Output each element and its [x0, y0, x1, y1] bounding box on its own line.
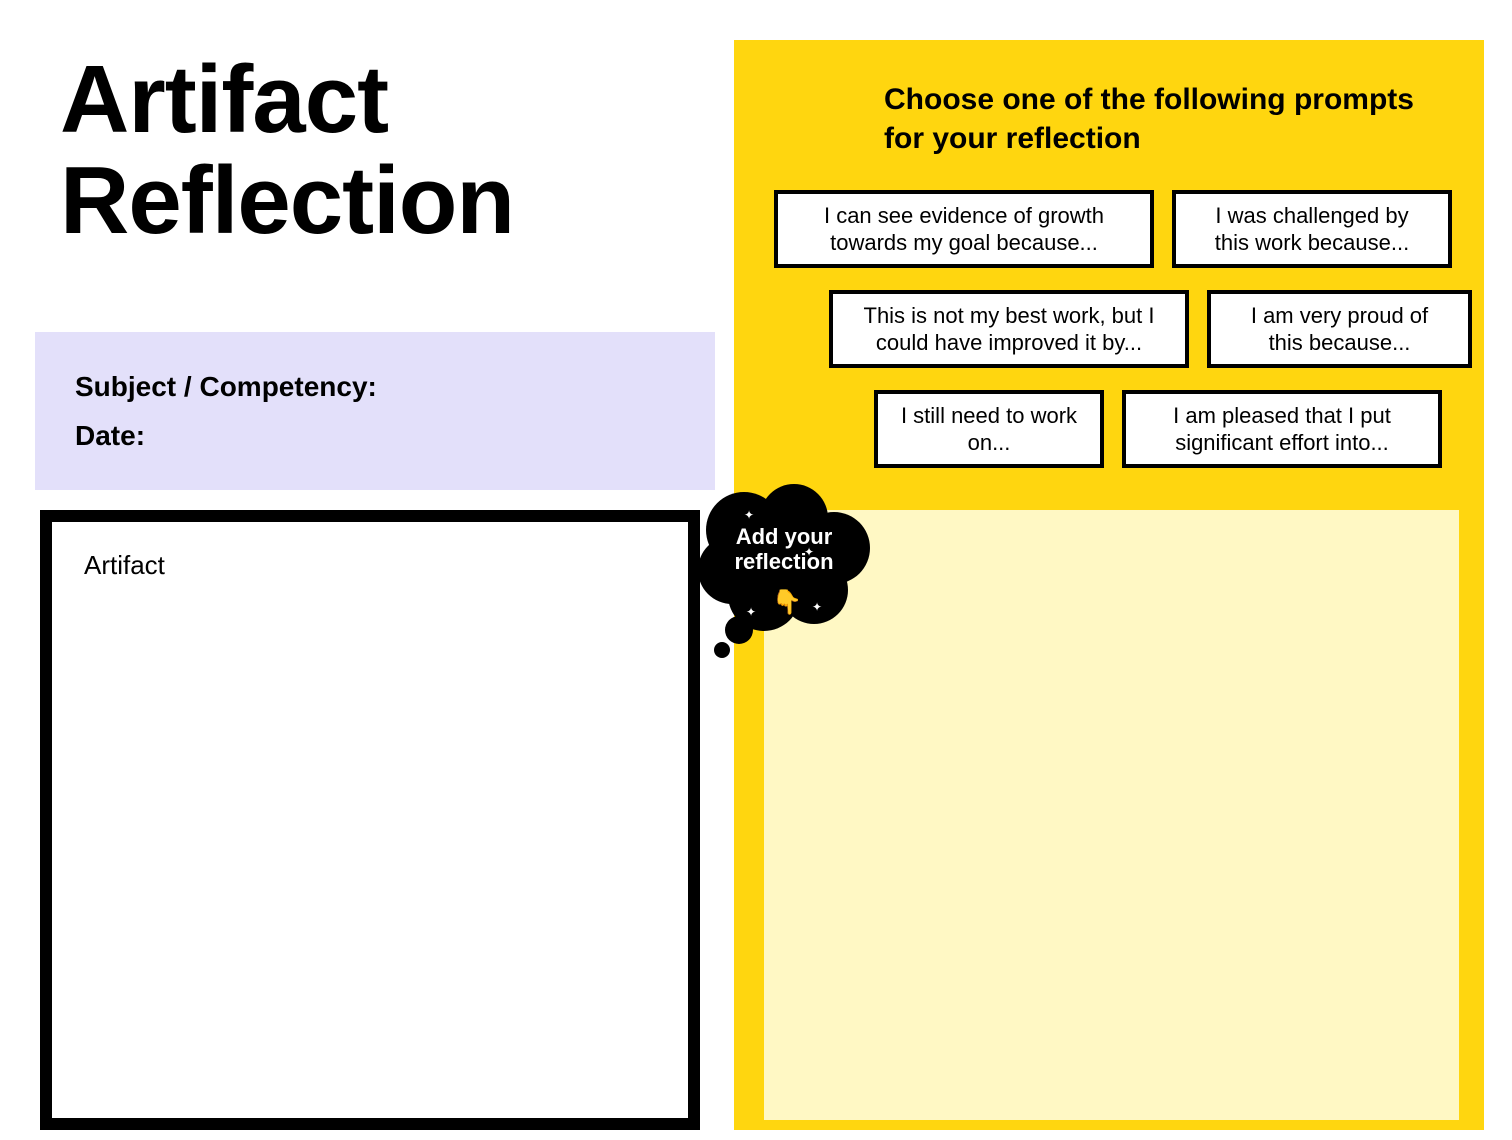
page-title: Artifact Reflection	[60, 50, 514, 252]
title-line-1: Artifact	[60, 46, 388, 153]
artifact-box[interactable]: Artifact	[40, 510, 700, 1130]
prompt-row-2: This is not my best work, but I could ha…	[829, 290, 1472, 368]
prompt-very-proud[interactable]: I am very proud of this because...	[1207, 290, 1472, 368]
worksheet-page: Artifact Reflection Subject / Competency…	[0, 0, 1512, 1140]
artifact-label: Artifact	[84, 550, 656, 581]
prompt-still-need-work[interactable]: I still need to work on...	[874, 390, 1104, 468]
prompts-panel: Choose one of the following prompts for …	[734, 40, 1484, 1130]
prompt-not-best-work[interactable]: This is not my best work, but I could ha…	[829, 290, 1189, 368]
title-line-2: Reflection	[60, 147, 514, 254]
prompt-row-3: I still need to work on... I am pleased …	[874, 390, 1442, 468]
thought-bubble: Add your reflection 👇 ✦ ✦ ✦ ✦	[684, 470, 884, 660]
prompt-row-1: I can see evidence of growth towards my …	[774, 190, 1452, 268]
thought-bubble-icon	[684, 470, 884, 660]
info-box: Subject / Competency: Date:	[35, 332, 715, 490]
prompt-challenged[interactable]: I was challenged by this work because...	[1172, 190, 1452, 268]
date-label: Date:	[75, 420, 675, 452]
subject-competency-label: Subject / Competency:	[75, 371, 675, 403]
prompt-pleased-effort[interactable]: I am pleased that I put significant effo…	[1122, 390, 1442, 468]
prompts-header: Choose one of the following prompts for …	[884, 80, 1444, 158]
prompt-growth-evidence[interactable]: I can see evidence of growth towards my …	[774, 190, 1154, 268]
